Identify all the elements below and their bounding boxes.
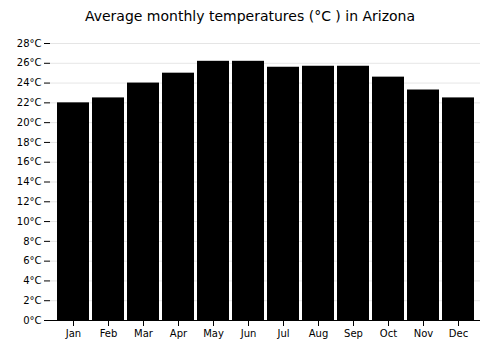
html-text:Average monthly temperatures (: Average monthly temperatures (°C ) in Ar… bbox=[84, 8, 416, 24]
svg-text:May: May bbox=[203, 328, 224, 339]
svg-text:Mar: Mar bbox=[134, 328, 154, 339]
svg-text:20°C: 20°C bbox=[17, 117, 42, 128]
svg-text:6°C: 6°C bbox=[23, 255, 41, 266]
svg-text:Nov: Nov bbox=[414, 328, 434, 339]
svg-text:Aug: Aug bbox=[309, 328, 329, 339]
svg-text:26°C: 26°C bbox=[17, 57, 42, 68]
svg-text:Jun: Jun bbox=[240, 328, 257, 339]
svg-text:8°C: 8°C bbox=[23, 236, 41, 247]
svg-text:Apr: Apr bbox=[170, 328, 188, 339]
svg-text:2°C: 2°C bbox=[23, 295, 41, 306]
svg-text:22°C: 22°C bbox=[17, 97, 42, 108]
svg-text:Jan: Jan bbox=[65, 328, 81, 339]
svg-text:0°C: 0°C bbox=[23, 315, 41, 326]
svg-text:12°C: 12°C bbox=[17, 196, 42, 207]
svg-text:16°C: 16°C bbox=[17, 156, 42, 167]
svg-text:28°C: 28°C bbox=[17, 38, 42, 49]
svg-text:Sep: Sep bbox=[344, 328, 363, 339]
svg-text:Dec: Dec bbox=[449, 328, 468, 339]
svg-text:Feb: Feb bbox=[100, 328, 118, 339]
svg-text:10°C: 10°C bbox=[17, 216, 42, 227]
svg-text:18°C: 18°C bbox=[17, 137, 42, 148]
svg-text:Oct: Oct bbox=[380, 328, 397, 339]
svg-text:24°C: 24°C bbox=[17, 77, 42, 88]
svg-text:14°C: 14°C bbox=[17, 176, 42, 187]
svg-text:Jul: Jul bbox=[276, 328, 289, 339]
svg-text:4°C: 4°C bbox=[23, 275, 41, 286]
